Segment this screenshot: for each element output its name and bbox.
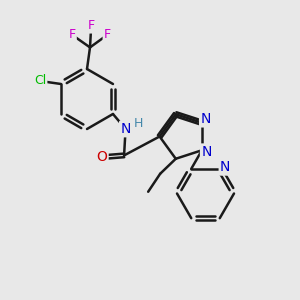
Text: F: F <box>88 19 95 32</box>
Text: F: F <box>68 28 76 41</box>
Text: N: N <box>200 112 211 126</box>
Text: Cl: Cl <box>34 74 46 88</box>
Text: O: O <box>96 150 107 164</box>
Text: F: F <box>104 28 111 41</box>
Text: N: N <box>120 122 131 136</box>
Text: N: N <box>201 145 212 159</box>
Text: N: N <box>220 160 230 174</box>
Text: H: H <box>134 117 143 130</box>
